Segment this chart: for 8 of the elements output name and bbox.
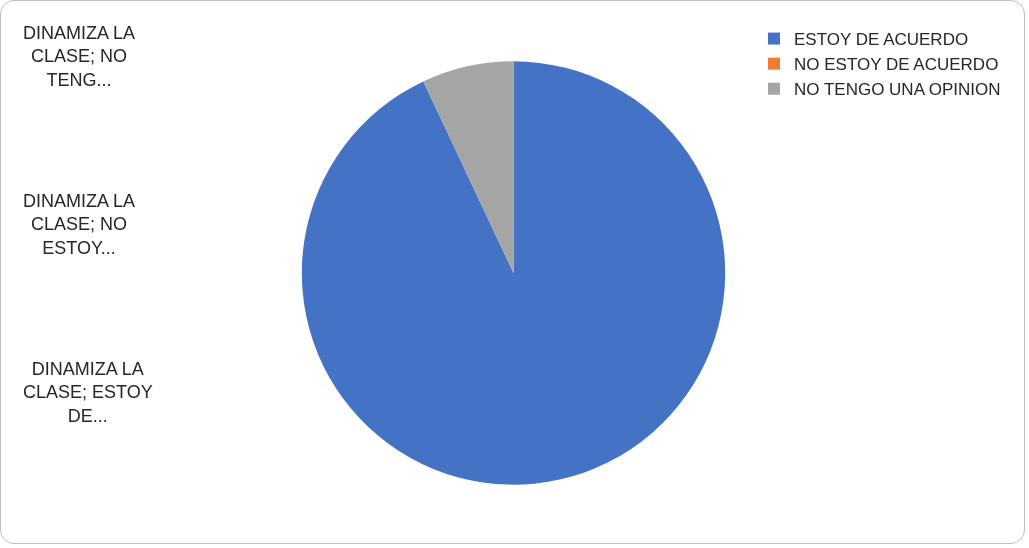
pie-slice [423, 61, 514, 273]
legend-label: NO ESTOY DE ACUERDO [794, 55, 999, 75]
text: DINAMIZA LA CLASE; ESTOY DE... [23, 359, 153, 426]
legend-label: ESTOY DE ACUERDO [794, 30, 969, 50]
text: DINAMIZA LA CLASE; NO ESTOY... [23, 191, 136, 258]
text: DINAMIZA LA CLASE; NO TENG... [23, 23, 136, 90]
pie-slice [301, 61, 726, 485]
legend-label: NO TENGO UNA OPINION [794, 80, 1001, 100]
